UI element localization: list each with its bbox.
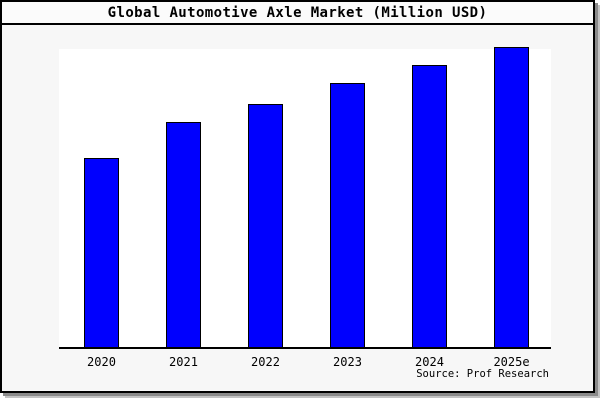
bar-2024 — [412, 65, 447, 347]
title-bar: Global Automotive Axle Market (Million U… — [2, 2, 593, 25]
bar-2020 — [84, 158, 119, 347]
bar-2025e — [494, 47, 529, 347]
x-tick-label-2025e: 2025e — [493, 355, 530, 369]
bar-2021 — [166, 122, 201, 347]
chart-frame: Global Automotive Axle Market (Million U… — [0, 0, 595, 393]
bar-2023 — [330, 83, 365, 347]
chart-title: Global Automotive Axle Market (Million U… — [107, 5, 488, 21]
plot-area — [59, 47, 551, 349]
x-tick-label-2020: 2020 — [87, 355, 116, 369]
x-tick-label-2024: 2024 — [415, 355, 444, 369]
x-tick-label-2022: 2022 — [251, 355, 280, 369]
x-tick-label-2021: 2021 — [169, 355, 198, 369]
source-label: Source: Prof Research — [416, 368, 549, 380]
x-tick-label-2023: 2023 — [333, 355, 362, 369]
bar-2022 — [248, 104, 283, 347]
